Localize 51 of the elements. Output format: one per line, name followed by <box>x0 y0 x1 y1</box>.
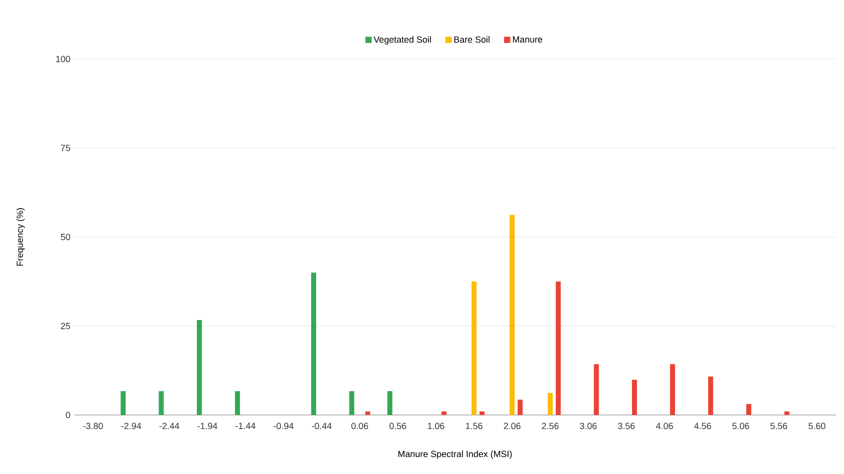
y-tick-label: 50 <box>60 234 70 240</box>
x-tick-label: -0.44 <box>312 422 332 430</box>
bar <box>158 391 164 415</box>
y-axis-title: Frequency (%) <box>16 208 25 266</box>
bar <box>548 392 553 415</box>
x-tick-label: 0.56 <box>389 422 406 430</box>
bar <box>784 411 790 415</box>
y-tick-label: 25 <box>60 322 70 330</box>
bar <box>120 391 126 415</box>
bar <box>746 404 752 415</box>
bar <box>365 411 370 415</box>
y-tick-label: 0 <box>66 412 70 418</box>
x-tick-label: 5.56 <box>770 422 788 430</box>
x-tick-label: 5.06 <box>732 422 750 430</box>
y-tick-label: 75 <box>60 144 70 152</box>
bar <box>518 400 523 415</box>
bar <box>472 282 477 415</box>
x-tick-label: 1.06 <box>428 422 444 430</box>
x-tick-label: -1.44 <box>236 422 256 429</box>
bar <box>594 364 599 415</box>
x-tick-label: 3.56 <box>618 422 635 430</box>
bar <box>441 411 446 415</box>
bar <box>311 272 316 415</box>
legend-label: Manure <box>512 36 542 43</box>
x-tick-label: -2.94 <box>121 422 142 430</box>
bar <box>196 320 202 415</box>
bar <box>234 391 240 415</box>
legend-label: Bare Soil <box>454 36 490 43</box>
bar <box>510 214 515 415</box>
bar <box>670 364 676 415</box>
x-tick-label: 4.56 <box>694 422 711 430</box>
x-tick-label: 2.06 <box>504 422 520 430</box>
x-axis-title: Manure Spectral Index (MSI) <box>398 450 512 459</box>
x-tick-label: 0.06 <box>351 422 368 430</box>
bar <box>387 391 392 415</box>
bar <box>349 391 354 415</box>
y-tick-label: 100 <box>56 56 70 62</box>
x-tick-label: 5.60 <box>808 422 826 430</box>
x-tick-label: 3.06 <box>580 422 597 430</box>
x-tick-label: 4.06 <box>656 422 673 430</box>
x-tick-label: 1.56 <box>466 422 482 430</box>
bar <box>480 411 485 415</box>
x-tick-label: -2.44 <box>159 422 180 430</box>
x-tick-label: -1.94 <box>198 422 218 430</box>
x-tick-label: -0.94 <box>274 422 294 430</box>
bar <box>708 376 714 415</box>
legend-label: Vegetated Soil <box>374 36 431 44</box>
x-tick-label: -3.80 <box>83 422 103 430</box>
bar <box>632 380 637 415</box>
x-tick-label: 2.56 <box>542 422 559 430</box>
bar <box>556 282 561 415</box>
